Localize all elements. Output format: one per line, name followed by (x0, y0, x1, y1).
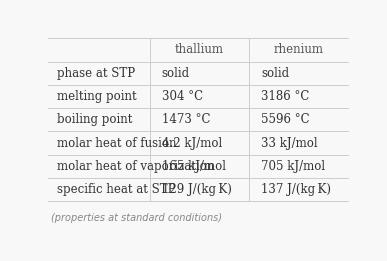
Text: 137 J/(kg K): 137 J/(kg K) (261, 183, 331, 196)
Text: molar heat of vaporization: molar heat of vaporization (57, 160, 215, 173)
Text: solid: solid (261, 67, 289, 80)
Text: 5596 °C: 5596 °C (261, 113, 310, 126)
Text: 4.2 kJ/mol: 4.2 kJ/mol (162, 137, 222, 150)
Text: thallium: thallium (175, 44, 224, 56)
Text: 3186 °C: 3186 °C (261, 90, 309, 103)
Text: rhenium: rhenium (274, 44, 324, 56)
Text: 304 °C: 304 °C (162, 90, 203, 103)
Text: 705 kJ/mol: 705 kJ/mol (261, 160, 325, 173)
Text: specific heat at STP: specific heat at STP (57, 183, 176, 196)
Text: boiling point: boiling point (57, 113, 133, 126)
Text: molar heat of fusion: molar heat of fusion (57, 137, 177, 150)
Text: melting point: melting point (57, 90, 137, 103)
Text: 33 kJ/mol: 33 kJ/mol (261, 137, 318, 150)
Text: 165 kJ/mol: 165 kJ/mol (162, 160, 226, 173)
Text: solid: solid (162, 67, 190, 80)
Text: 129 J/(kg K): 129 J/(kg K) (162, 183, 232, 196)
Text: phase at STP: phase at STP (57, 67, 135, 80)
Text: 1473 °C: 1473 °C (162, 113, 210, 126)
Text: (properties at standard conditions): (properties at standard conditions) (51, 213, 223, 223)
